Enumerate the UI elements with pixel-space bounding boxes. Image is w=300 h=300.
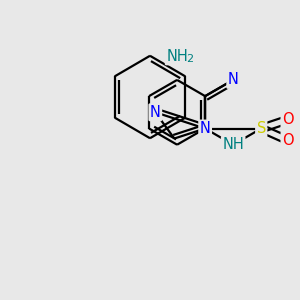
Text: N: N [228, 72, 238, 87]
Text: O: O [282, 133, 294, 148]
Text: NH: NH [222, 137, 244, 152]
Text: O: O [282, 112, 294, 127]
Text: 2: 2 [187, 54, 194, 64]
Text: N: N [200, 121, 211, 136]
Text: NH: NH [166, 49, 188, 64]
Text: S: S [256, 121, 266, 136]
Text: N: N [150, 105, 161, 120]
